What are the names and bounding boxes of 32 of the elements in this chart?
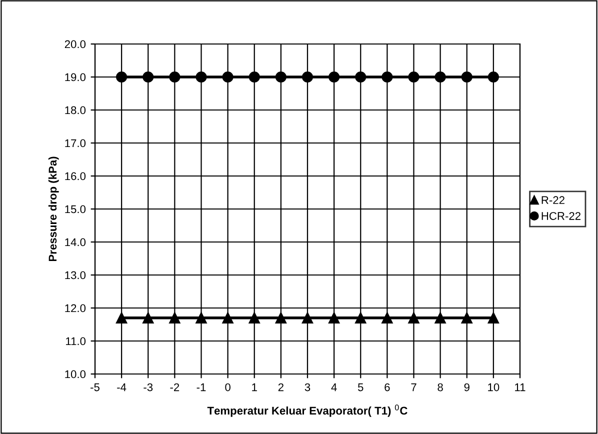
y-tick-label: 18.0 xyxy=(65,106,86,114)
y-tick-label: 12.0 xyxy=(65,304,86,312)
y-tick-label: 19.0 xyxy=(65,73,86,82)
x-tick-label: 7 xyxy=(411,383,416,392)
x-tick-label: 3 xyxy=(304,383,310,392)
legend-label: R-22 xyxy=(542,196,564,204)
x-tick-label: 6 xyxy=(384,383,390,392)
x-tick-label: 9 xyxy=(464,383,470,392)
x-tick-label: 1 xyxy=(252,383,257,392)
x-axis-title: Temperatur Keluar Evaporator( T1) $^{0}$C xyxy=(207,404,408,417)
x-tick-label: -4 xyxy=(117,383,126,392)
y-tick-label: 20.0 xyxy=(64,40,86,48)
y-tick-label: 13.0 xyxy=(65,271,86,280)
y-tick-label: 14.0 xyxy=(65,238,86,246)
x-tick-label: -5 xyxy=(90,383,100,392)
legend-label: HCR-22 xyxy=(542,212,580,220)
x-tick-label: -1 xyxy=(196,383,206,392)
y-tick-label: 17.0 xyxy=(65,139,86,148)
y-tick-label: 10.0 xyxy=(65,370,86,378)
y-tick-label: 15.0 xyxy=(65,205,86,214)
y-tick-label: 11.0 xyxy=(66,337,86,346)
x-tick-label: -3 xyxy=(144,383,153,392)
x-tick-label: -2 xyxy=(170,383,180,392)
x-tick-label: 8 xyxy=(438,383,443,392)
x-tick-label: 11 xyxy=(515,383,526,392)
x-tick-label: 5 xyxy=(358,383,364,392)
x-tick-label: 0 xyxy=(225,383,230,392)
x-tick-label: 2 xyxy=(278,383,284,392)
y-axis-title: Pressure drop (kPa) xyxy=(48,156,59,262)
y-tick-label: 16.0 xyxy=(65,172,86,180)
x-tick-label: 4 xyxy=(331,383,337,392)
x-tick-label: 10 xyxy=(488,383,500,392)
